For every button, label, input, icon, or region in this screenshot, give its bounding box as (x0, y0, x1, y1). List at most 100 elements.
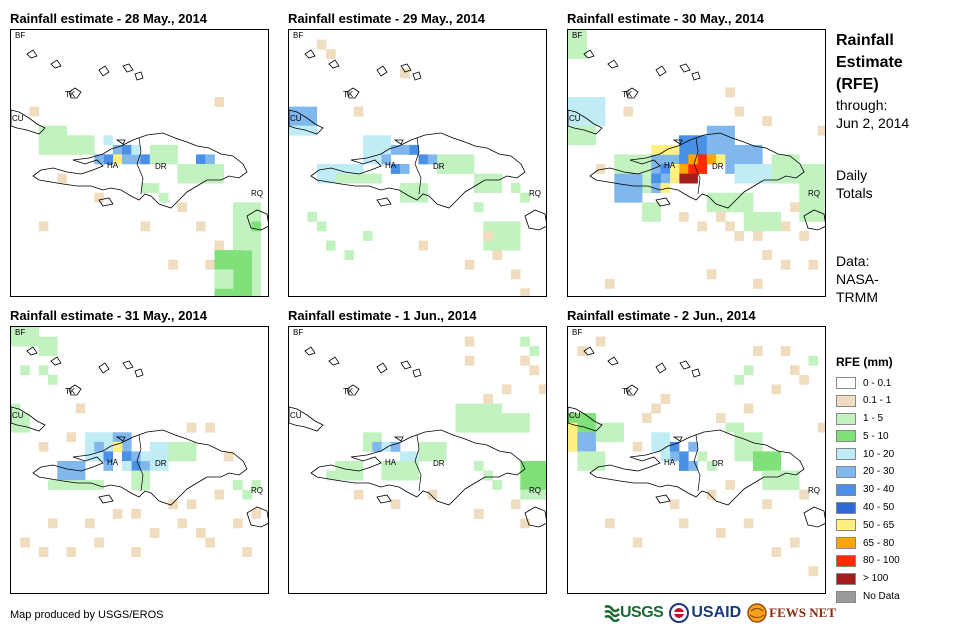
map-label-rq: RQ (808, 486, 820, 495)
rain-cell (511, 269, 521, 280)
rain-cell (316, 173, 327, 184)
rain-cell (743, 202, 754, 213)
cuba-coastline (568, 406, 603, 432)
rain-cell (122, 144, 132, 155)
rain-cell (242, 278, 252, 289)
map-label-tk: TK (343, 90, 354, 99)
rain-cell (501, 422, 512, 433)
rain-cell (205, 537, 215, 548)
rain-cell (817, 183, 825, 193)
rain-cell (372, 432, 382, 443)
rain-cell (511, 499, 521, 510)
rain-cell (242, 489, 252, 500)
rain-cell (140, 480, 151, 490)
rain-cell (586, 413, 597, 423)
rain-cell (122, 461, 132, 471)
rain-cell (605, 422, 615, 433)
rain-cell (762, 164, 772, 174)
rain-cell (20, 537, 30, 548)
rain-cell (651, 183, 661, 193)
rain-cell (577, 135, 587, 146)
rain-cell (57, 125, 67, 136)
rain-cell (577, 30, 587, 40)
rain-cell (326, 470, 336, 481)
rain-cell (75, 144, 86, 155)
rain-cell (743, 451, 754, 462)
rain-cell (520, 192, 530, 203)
rain-cell (483, 231, 493, 241)
rain-cell (335, 470, 345, 481)
rainfall-map: BF CU TK HA DR RQ (10, 326, 269, 594)
rain-cell (771, 461, 782, 471)
cuba-coastline (289, 406, 324, 432)
map-canvas (289, 336, 546, 529)
rain-cell (205, 422, 215, 433)
rain-cell (483, 394, 493, 404)
rain-cell (57, 461, 67, 471)
rain-cell (734, 192, 745, 203)
rain-cell (418, 441, 429, 452)
rain-cell (799, 489, 809, 500)
fewsnet-globe-icon (747, 603, 767, 623)
rain-cell (372, 441, 382, 452)
rain-cell (780, 173, 791, 184)
rain-cell (725, 154, 735, 165)
island-coastline (400, 63, 412, 73)
rain-cell (464, 336, 475, 347)
rain-cell (474, 508, 484, 519)
rain-cell (122, 441, 132, 452)
rain-cell (511, 422, 521, 433)
map-credit: Map produced by USGS/EROS (10, 609, 164, 621)
rain-cell (808, 259, 819, 270)
rain-cell (697, 135, 708, 146)
rain-cell (753, 441, 763, 452)
rain-cell (577, 116, 587, 126)
rain-cell (753, 221, 763, 232)
rain-cell (251, 508, 262, 519)
fewsnet-logo: FEWS NET (747, 603, 836, 623)
panel-title: Rainfall estimate - 28 May., 2014 (10, 11, 208, 26)
rain-cell (122, 432, 132, 443)
rain-cell (706, 154, 717, 165)
rain-cell (186, 173, 197, 184)
rain-cell (706, 202, 717, 213)
rain-cell (214, 259, 225, 270)
rain-cell (568, 432, 578, 443)
rain-cell (799, 231, 809, 241)
rain-cell (614, 183, 624, 193)
data-source-line-1: NASA- (836, 271, 879, 287)
rain-cell (753, 211, 763, 222)
map-label-cu: CU (12, 114, 24, 123)
rain-cell (743, 365, 754, 376)
rain-cell (455, 422, 466, 433)
hispaniola-coastline (310, 132, 526, 209)
rain-cell (177, 202, 188, 213)
rain-cell (103, 154, 114, 165)
rain-cell (623, 106, 634, 117)
rain-cell (605, 518, 615, 529)
rain-cell (233, 278, 243, 289)
rain-cell (418, 183, 429, 193)
rain-cell (131, 547, 141, 557)
rain-cell (149, 441, 160, 452)
rain-cell (595, 164, 606, 174)
island-coastline (98, 65, 110, 77)
rain-cell (474, 422, 484, 433)
rain-cell (632, 441, 643, 452)
rain-cell (799, 192, 809, 203)
rain-cell (529, 470, 540, 481)
map-label-rq: RQ (251, 486, 263, 495)
rain-cell (725, 192, 735, 203)
rain-cell (464, 355, 475, 366)
rain-cell (538, 480, 546, 490)
rain-cell (400, 451, 410, 462)
rain-cell (725, 87, 735, 98)
legend-item: 20 - 30 (836, 464, 900, 480)
rain-cell (38, 221, 49, 232)
rain-cell (817, 202, 825, 213)
puerto-rico-coastline (246, 209, 268, 231)
rain-cell (568, 116, 578, 126)
rain-cell (642, 202, 652, 213)
rain-cell (716, 413, 726, 423)
rain-cell (651, 202, 661, 213)
